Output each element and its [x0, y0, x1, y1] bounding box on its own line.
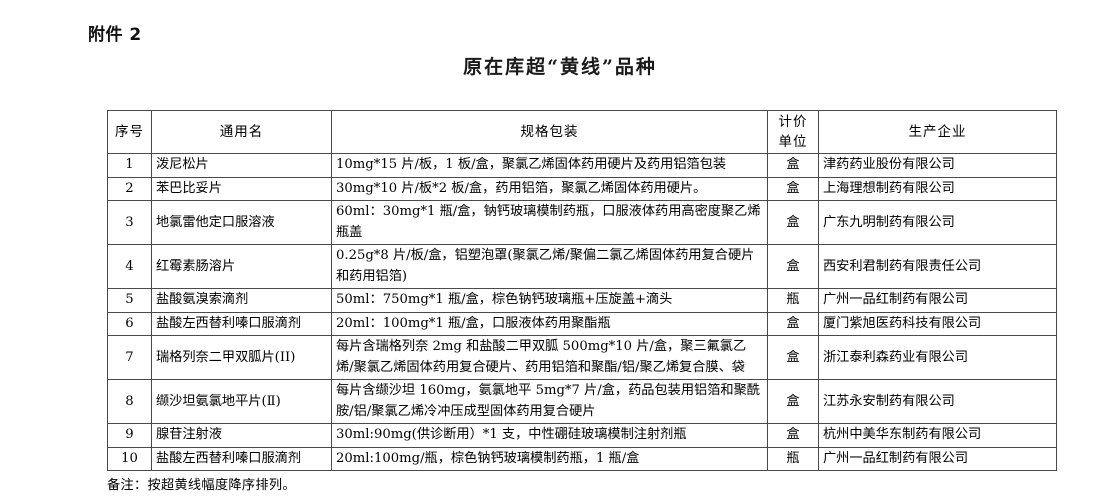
page-title: 原在库超“黄线”品种	[463, 56, 657, 78]
table-row: 9 腺苷注射液 30ml:90mg(供诊断用）*1 支，中性硼硅玻璃模制注射剂瓶…	[107, 423, 1057, 448]
cell-maker: 江苏永安制药有限公司	[818, 379, 1057, 424]
cell-spec: 60ml：30mg*1 瓶/盒，钠钙玻璃模制药瓶，口服液体药用高密度聚乙烯瓶盖	[331, 200, 768, 245]
cell-no: 1	[107, 153, 152, 178]
cell-unit: 瓶	[767, 288, 819, 313]
cell-spec: 每片含瑞格列奈 2mg 和盐酸二甲双胍 500mg*10 片/盒，聚三氟氯乙烯/…	[331, 335, 768, 380]
cell-spec: 每片含缬沙坦 160mg，氨氯地平 5mg*7 片/盒，药品包装用铝箔和聚酰胺/…	[331, 379, 768, 424]
cell-no: 8	[107, 379, 152, 424]
column-header-maker: 生产企业	[818, 110, 1057, 154]
cell-unit: 盒	[767, 176, 819, 201]
cell-unit: 盒	[767, 335, 819, 380]
table-row: 5 盐酸氨溴索滴剂 50ml：750mg*1 瓶/盒，棕色钠钙玻璃瓶+压旋盖+滴…	[107, 288, 1057, 313]
cell-name: 缬沙坦氨氯地平片(Ⅱ)	[151, 379, 332, 424]
cell-spec: 30ml:90mg(供诊断用）*1 支，中性硼硅玻璃模制注射剂瓶	[331, 423, 768, 448]
cell-unit: 盒	[767, 200, 819, 245]
cell-no: 3	[107, 200, 152, 245]
cell-name: 红霉素肠溶片	[151, 244, 332, 289]
attachment-label: 附件 2	[88, 25, 142, 45]
cell-maker: 广东九明制药有限公司	[818, 200, 1057, 245]
cell-name: 瑞格列奈二甲双胍片(II)	[151, 335, 332, 380]
cell-maker: 津药药业股份有限公司	[818, 153, 1057, 178]
cell-name: 盐酸左西替利嗪口服滴剂	[151, 311, 332, 336]
table-header-row: 序号 通用名 规格包装 计价单位 生产企业	[107, 110, 1057, 154]
cell-maker: 上海理想制药有限公司	[818, 176, 1057, 201]
table-row: 6 盐酸左西替利嗪口服滴剂 20ml：100mg*1 瓶/盒，口服液体药用聚酯瓶…	[107, 311, 1057, 336]
table-row: 8 缬沙坦氨氯地平片(Ⅱ) 每片含缬沙坦 160mg，氨氯地平 5mg*7 片/…	[107, 379, 1057, 424]
cell-spec: 20ml:100mg/瓶，棕色钠钙玻璃模制药瓶，1 瓶/盒	[331, 446, 768, 471]
table-row: 4 红霉素肠溶片 0.25g*8 片/板/盒，铝塑泡罩(聚氯乙烯/聚偏二氯乙烯固…	[107, 244, 1057, 289]
cell-name: 盐酸氨溴索滴剂	[151, 288, 332, 313]
table-row: 10 盐酸左西替利嗪口服滴剂 20ml:100mg/瓶，棕色钠钙玻璃模制药瓶，1…	[107, 446, 1057, 471]
table-row: 3 地氯雷他定口服溶液 60ml：30mg*1 瓶/盒，钠钙玻璃模制药瓶，口服液…	[107, 200, 1057, 245]
cell-unit: 盒	[767, 379, 819, 424]
cell-no: 2	[107, 176, 152, 201]
column-header-unit: 计价单位	[767, 110, 819, 154]
column-header-no: 序号	[107, 110, 152, 154]
cell-spec: 50ml：750mg*1 瓶/盒，棕色钠钙玻璃瓶+压旋盖+滴头	[331, 288, 768, 313]
variety-table: 序号 通用名 规格包装 计价单位 生产企业 1 泼尼松片 10mg*15 片/板…	[107, 110, 1057, 471]
cell-name: 泼尼松片	[151, 153, 332, 178]
table-header: 序号 通用名 规格包装 计价单位 生产企业	[107, 110, 1057, 154]
cell-unit: 盒	[767, 153, 819, 178]
cell-spec: 10mg*15 片/板，1 板/盒，聚氯乙烯固体药用硬片及药用铝箔包装	[331, 153, 768, 178]
column-header-spec: 规格包装	[331, 110, 768, 154]
cell-unit: 盒	[767, 423, 819, 448]
cell-name: 地氯雷他定口服溶液	[151, 200, 332, 245]
cell-unit: 盒	[767, 244, 819, 289]
cell-no: 7	[107, 335, 152, 380]
cell-name: 苯巴比妥片	[151, 176, 332, 201]
column-header-name: 通用名	[151, 110, 332, 154]
cell-maker: 厦门紫旭医药科技有限公司	[818, 311, 1057, 336]
cell-no: 9	[107, 423, 152, 448]
cell-maker: 杭州中美华东制药有限公司	[818, 423, 1057, 448]
cell-unit: 盒	[767, 311, 819, 336]
table-remark: 备注：按超黄线幅度降序排列。	[107, 478, 296, 493]
cell-maker: 西安利君制药有限责任公司	[818, 244, 1057, 289]
cell-name: 盐酸左西替利嗪口服滴剂	[151, 446, 332, 471]
table-row: 1 泼尼松片 10mg*15 片/板，1 板/盒，聚氯乙烯固体药用硬片及药用铝箔…	[107, 153, 1057, 178]
cell-maker: 广州一品红制药有限公司	[818, 446, 1057, 471]
cell-spec: 20ml：100mg*1 瓶/盒，口服液体药用聚酯瓶	[331, 311, 768, 336]
table-body: 1 泼尼松片 10mg*15 片/板，1 板/盒，聚氯乙烯固体药用硬片及药用铝箔…	[107, 153, 1057, 471]
cell-unit: 瓶	[767, 446, 819, 471]
cell-no: 5	[107, 288, 152, 313]
cell-maker: 广州一品红制药有限公司	[818, 288, 1057, 313]
cell-spec: 0.25g*8 片/板/盒，铝塑泡罩(聚氯乙烯/聚偏二氯乙烯固体药用复合硬片和药…	[331, 244, 768, 289]
variety-table-container: 序号 通用名 规格包装 计价单位 生产企业 1 泼尼松片 10mg*15 片/板…	[107, 110, 1057, 471]
cell-no: 4	[107, 244, 152, 289]
cell-no: 6	[107, 311, 152, 336]
cell-name: 腺苷注射液	[151, 423, 332, 448]
table-row: 2 苯巴比妥片 30mg*10 片/板*2 板/盒，药用铝箔，聚氯乙烯固体药用硬…	[107, 176, 1057, 201]
cell-maker: 浙江泰利森药业有限公司	[818, 335, 1057, 380]
cell-spec: 30mg*10 片/板*2 板/盒，药用铝箔，聚氯乙烯固体药用硬片。	[331, 176, 768, 201]
table-row: 7 瑞格列奈二甲双胍片(II) 每片含瑞格列奈 2mg 和盐酸二甲双胍 500m…	[107, 335, 1057, 380]
cell-no: 10	[107, 446, 152, 471]
